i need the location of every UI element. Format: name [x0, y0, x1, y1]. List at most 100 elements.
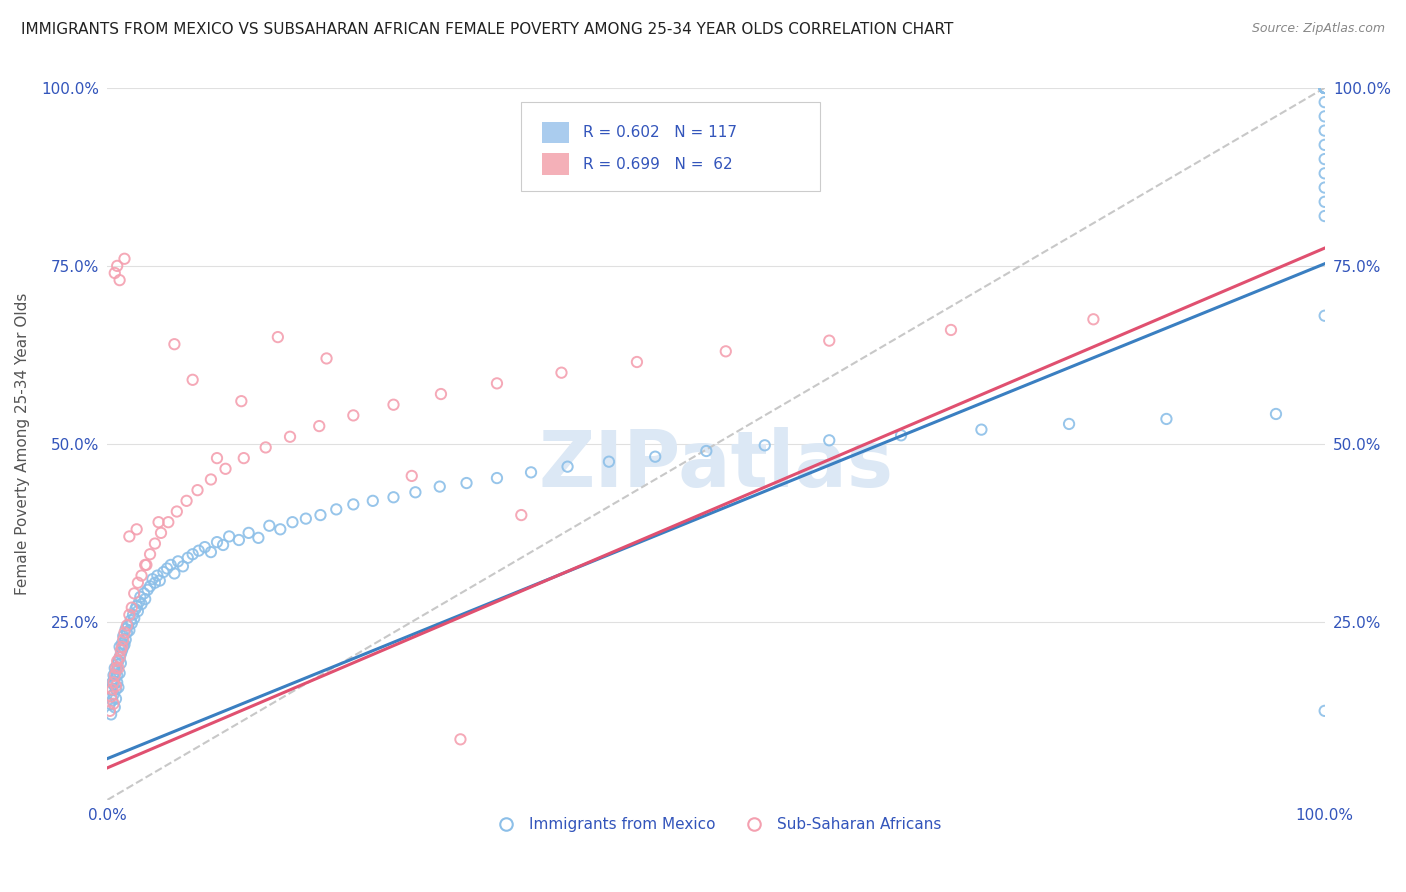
Point [107, 654, 129, 668]
Point [818, 434, 841, 448]
Point [152, 565, 174, 579]
Point [890, 428, 912, 442]
Point [122, 611, 145, 625]
Point [214, 462, 236, 476]
Text: IMMIGRANTS FROM MEXICO VS SUBSAHARAN AFRICAN FEMALE POVERTY AMONG 25-34 YEAR OLD: IMMIGRANTS FROM MEXICO VS SUBSAHARAN AFR… [21, 22, 953, 37]
Point [118, 624, 141, 638]
Point [269, 522, 291, 536]
Point [103, 688, 125, 702]
Point [111, 643, 134, 657]
Point [232, 451, 254, 466]
Point [1313, 81, 1336, 95]
Point [159, 558, 181, 572]
Point [101, 675, 124, 690]
Point [550, 366, 572, 380]
Point [1313, 180, 1336, 194]
Point [1265, 407, 1288, 421]
Point [485, 471, 508, 485]
Point [108, 666, 131, 681]
Point [110, 647, 132, 661]
Point [128, 595, 150, 609]
Point [100, 707, 122, 722]
Point [104, 661, 127, 675]
Point [104, 266, 127, 280]
Point [238, 525, 260, 540]
Point [1057, 417, 1080, 431]
Point [105, 668, 128, 682]
Point [124, 602, 146, 616]
Point [139, 547, 162, 561]
Point [114, 638, 136, 652]
Point [1313, 81, 1336, 95]
Point [1083, 312, 1105, 326]
Point [104, 682, 127, 697]
Point [121, 600, 143, 615]
Point [112, 629, 135, 643]
Point [166, 504, 188, 518]
Point [114, 632, 136, 647]
Point [644, 450, 666, 464]
Point [247, 531, 270, 545]
Point [456, 476, 478, 491]
Point [122, 607, 145, 622]
Point [1313, 81, 1336, 95]
Point [127, 604, 149, 618]
Point [205, 451, 228, 466]
Point [122, 586, 145, 600]
Point [146, 568, 169, 582]
Point [108, 273, 131, 287]
Point [103, 675, 125, 690]
Point [157, 515, 180, 529]
Point [970, 423, 993, 437]
Point [1156, 412, 1178, 426]
Point [117, 618, 139, 632]
Point [105, 657, 128, 672]
Point [103, 677, 125, 691]
Point [112, 640, 135, 654]
Legend: Immigrants from Mexico, Sub-Saharan Africans: Immigrants from Mexico, Sub-Saharan Afri… [485, 811, 948, 838]
Point [143, 575, 166, 590]
Point [404, 485, 426, 500]
Point [98, 704, 121, 718]
Point [104, 665, 127, 679]
Point [714, 344, 737, 359]
Point [115, 625, 138, 640]
Point [105, 675, 128, 690]
Point [1313, 81, 1336, 95]
Point [361, 493, 384, 508]
Point [135, 558, 157, 572]
Point [1313, 704, 1336, 718]
Point [626, 355, 648, 369]
Point [176, 493, 198, 508]
Point [200, 545, 222, 559]
FancyBboxPatch shape [522, 103, 820, 191]
Point [342, 409, 364, 423]
Point [187, 543, 209, 558]
Point [1313, 81, 1336, 95]
Point [1313, 81, 1336, 95]
Y-axis label: Female Poverty Among 25-34 Year Olds: Female Poverty Among 25-34 Year Olds [15, 293, 30, 595]
Text: R = 0.602   N = 117: R = 0.602 N = 117 [583, 125, 737, 140]
Point [449, 732, 471, 747]
Point [281, 515, 304, 529]
Point [1313, 81, 1336, 95]
Point [308, 419, 330, 434]
Point [1313, 194, 1336, 209]
Point [163, 337, 186, 351]
Point [105, 654, 128, 668]
Point [134, 558, 156, 572]
Point [1313, 81, 1336, 95]
Point [103, 697, 125, 711]
Point [218, 529, 240, 543]
Point [1313, 123, 1336, 137]
Point [1313, 137, 1336, 152]
Point [127, 575, 149, 590]
Point [121, 616, 143, 631]
Point [108, 640, 131, 654]
Point [172, 559, 194, 574]
Point [1313, 309, 1336, 323]
Point [104, 700, 127, 714]
Point [139, 579, 162, 593]
Point [132, 586, 155, 600]
Point [129, 590, 152, 604]
